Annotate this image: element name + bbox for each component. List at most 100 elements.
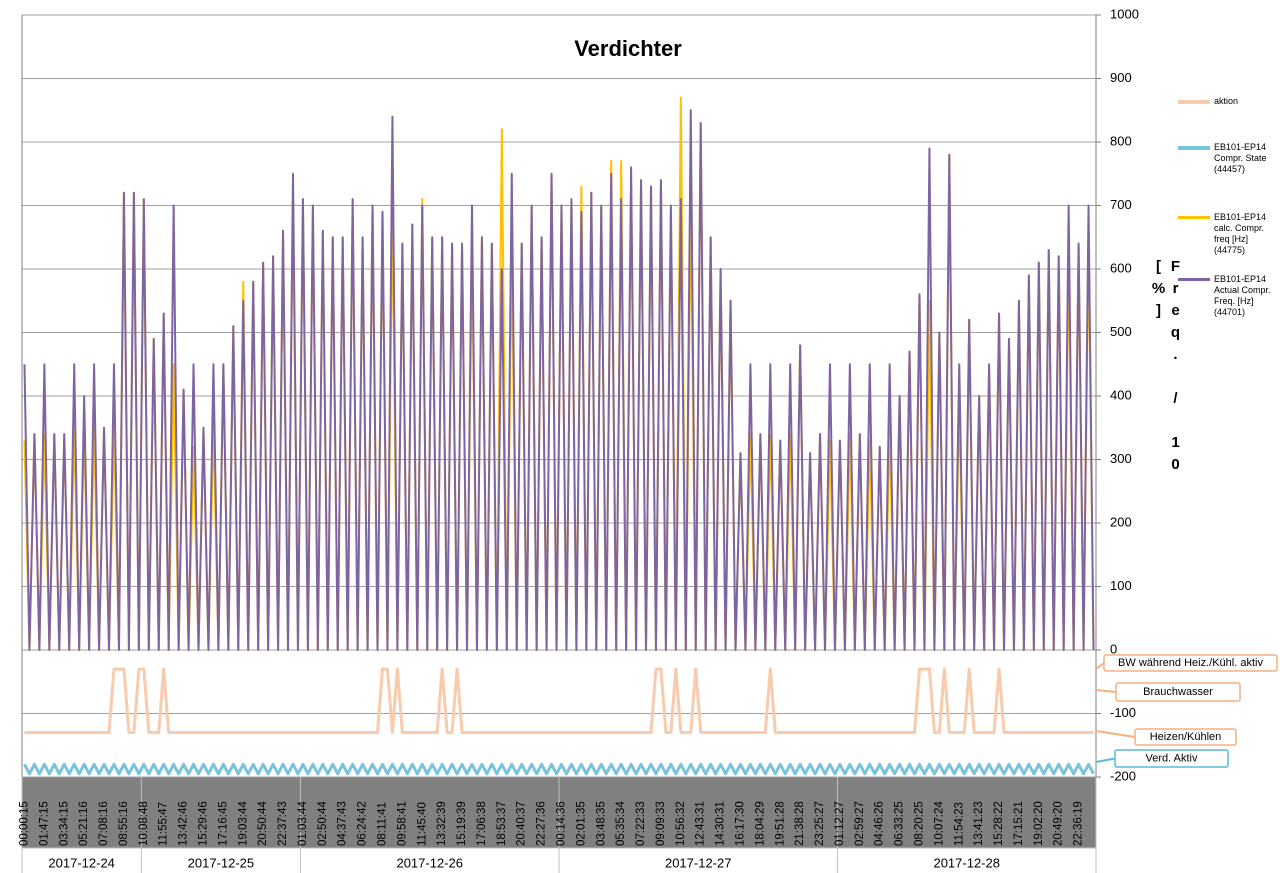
x-tick-label: 22:27:36 [536, 801, 548, 846]
x-tick-label: 10:08:48 [138, 801, 150, 846]
x-tick-label: 03:34:15 [58, 801, 70, 846]
x-tick-label: 14:30:31 [715, 801, 727, 846]
x-tick-label: 02:01:35 [575, 801, 587, 846]
date-label: 2017-12-26 [396, 855, 463, 870]
legend-swatch [1178, 146, 1210, 150]
callout-text: BW während Heiz./Kühl. aktiv [1118, 657, 1263, 669]
x-tick-label: 12:43:31 [695, 801, 707, 846]
y-tick-label: 500 [1110, 324, 1132, 339]
legend-label: EB101-EP14 Actual Compr. Freq. [Hz] (447… [1214, 274, 1271, 317]
series-line [23, 762, 1095, 776]
y-tick-label: 1000 [1110, 6, 1139, 21]
date-label: 2017-12-24 [48, 855, 115, 870]
x-tick-label: 20:50:44 [257, 801, 269, 846]
x-tick-label: 08:55:16 [118, 801, 130, 846]
legend-label: EB101-EP14 calc. Compr. freq [Hz] (44775… [1214, 212, 1267, 255]
x-tick-label: 08:11:41 [377, 802, 389, 846]
x-tick-label: 21:38:28 [794, 801, 806, 846]
y-tick-label: 600 [1110, 260, 1132, 275]
x-tick-label: 11:45:40 [416, 802, 428, 846]
x-tick-label: 15:28:22 [993, 801, 1005, 846]
y-tick-label: 200 [1110, 514, 1132, 529]
x-tick-label: 20:40:37 [516, 801, 528, 846]
callout-text: Heizen/Kühlen [1150, 731, 1222, 743]
x-tick-label: 22:36:19 [1073, 801, 1085, 846]
date-label: 2017-12-27 [665, 855, 732, 870]
legend-label: aktion [1214, 96, 1239, 106]
x-tick-label: 09:58:41 [396, 801, 408, 846]
callout-text: Brauchwasser [1143, 686, 1213, 698]
date-label: 2017-12-28 [933, 855, 1000, 870]
x-tick-label: 00:00:15 [19, 801, 31, 846]
callout-pointer [1095, 757, 1116, 763]
x-tick-label: 04:46:26 [874, 801, 886, 846]
y-tick-label: -100 [1110, 705, 1136, 720]
x-tick-label: 07:08:16 [98, 801, 110, 846]
x-tick-label: 15:19:39 [456, 801, 468, 846]
x-tick-label: 17:15:21 [1013, 801, 1025, 846]
x-tick-label: 06:24:42 [357, 801, 369, 846]
date-label: 2017-12-25 [188, 855, 255, 870]
x-tick-label: 17:06:38 [476, 801, 488, 846]
x-tick-label: 01:12:27 [834, 801, 846, 846]
x-tick-label: 10:07:24 [933, 801, 945, 846]
y-axis-title: Freq. / 10 [%] [1150, 258, 1184, 478]
x-tick-label: 18:53:37 [496, 801, 508, 846]
x-tick-label: 11:54:23 [953, 802, 965, 846]
x-tick-label: 17:16:45 [217, 801, 229, 846]
y-tick-label: 800 [1110, 133, 1132, 148]
y-tick-label: 300 [1110, 451, 1132, 466]
x-tick-label: 23:25:27 [814, 801, 826, 846]
x-tick-label: 08:20:25 [914, 801, 926, 846]
chart-title: Verdichter [574, 36, 682, 61]
x-tick-label: 18:04:29 [754, 801, 766, 846]
x-tick-label: 05:21:16 [78, 801, 90, 846]
legend-swatch [1178, 278, 1210, 281]
callout-text: Verd. Aktiv [1146, 752, 1198, 764]
x-tick-label: 06:33:25 [894, 801, 906, 846]
x-tick-label: 15:29:46 [198, 801, 210, 846]
callout-pointer [1095, 730, 1136, 738]
x-tick-label: 00:14:36 [556, 801, 568, 846]
x-tick-label: 09:09:33 [655, 801, 667, 846]
y-tick-label: -200 [1110, 768, 1136, 783]
legend-swatch [1178, 216, 1210, 219]
x-tick-label: 19:02:20 [1033, 801, 1045, 846]
x-tick-label: 22:37:43 [277, 801, 289, 846]
x-tick-label: 05:35:34 [615, 801, 627, 846]
y-tick-label: 700 [1110, 197, 1132, 212]
x-tick-label: 07:22:33 [635, 801, 647, 846]
x-tick-label: 11:55:47 [158, 802, 170, 846]
series-line [23, 109, 1095, 651]
x-tick-label: 20:49:20 [1053, 801, 1065, 846]
series-line [24, 667, 1094, 735]
x-tick-label: 10:56:32 [675, 801, 687, 846]
x-tick-label: 19:51:28 [774, 801, 786, 846]
y-tick-label: 0 [1110, 641, 1117, 656]
x-tick-label: 02:50:44 [317, 801, 329, 846]
x-tick-label: 01:03:44 [297, 801, 309, 846]
x-tick-label: 16:17:30 [735, 801, 747, 846]
legend-label: EB101-EP14 Compr. State (44457) [1214, 142, 1267, 174]
callout-box [1115, 682, 1241, 702]
callout-box [1103, 654, 1278, 672]
y-tick-label: 100 [1110, 578, 1132, 593]
x-tick-label: 13:42:46 [178, 801, 190, 846]
x-tick-label: 03:48:35 [595, 801, 607, 846]
x-tick-label: 19:03:44 [237, 801, 249, 846]
y-tick-label: 900 [1110, 70, 1132, 85]
callout-box [1114, 749, 1229, 768]
x-tick-label: 01:47:15 [38, 801, 50, 846]
callout-pointer [1095, 662, 1105, 670]
x-tick-label: 13:32:39 [436, 801, 448, 846]
x-tick-label: 04:37:43 [337, 801, 349, 846]
callout-box [1134, 728, 1237, 746]
legend-swatch [1178, 100, 1210, 104]
y-tick-label: 400 [1110, 387, 1132, 402]
callout-pointer [1095, 689, 1117, 693]
x-tick-label: 02:59:27 [854, 801, 866, 846]
x-tick-label: 13:41:23 [973, 801, 985, 846]
